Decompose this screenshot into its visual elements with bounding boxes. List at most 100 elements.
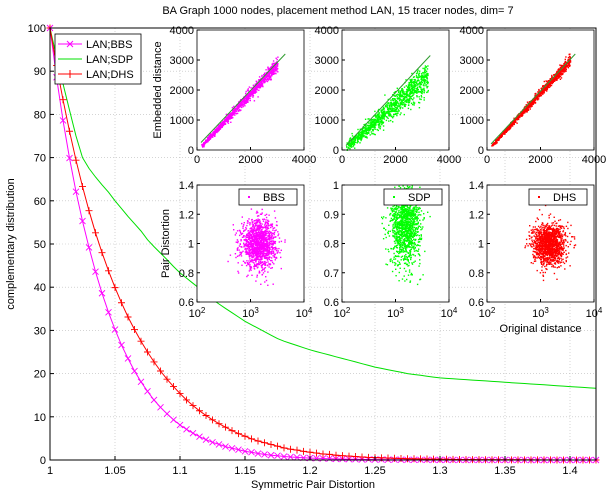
scatter-point	[268, 252, 271, 254]
scatter-point	[399, 93, 401, 95]
scatter-point	[408, 87, 410, 89]
scatter-point	[271, 235, 273, 237]
scatter-point	[263, 246, 265, 249]
scatter-point	[203, 141, 205, 144]
scatter-point	[275, 224, 278, 226]
scatter-point	[250, 95, 252, 97]
y-tick-label: 60	[34, 196, 46, 208]
series-point-0	[72, 188, 80, 196]
scatter-point	[261, 258, 263, 260]
scatter-point	[387, 107, 389, 109]
scatter-point	[421, 75, 423, 77]
scatter-point	[398, 104, 400, 106]
scatter-point	[263, 224, 266, 226]
y-tick-label: 0	[188, 145, 194, 157]
scatter-point	[254, 241, 257, 243]
scatter-point	[254, 238, 257, 240]
scatter-point	[276, 61, 278, 63]
scatter-point	[243, 224, 245, 226]
scatter-point	[235, 241, 237, 243]
scatter-point	[255, 244, 257, 246]
series-point-2	[176, 389, 184, 397]
trend-line	[490, 53, 576, 145]
scatter-point	[378, 108, 380, 111]
scatter-point	[370, 124, 372, 126]
scatter-point	[239, 230, 241, 232]
scatter-point	[366, 133, 368, 135]
scatter-point	[269, 240, 272, 242]
scatter-point	[417, 84, 419, 86]
series-point-2	[170, 383, 177, 391]
scatter-point	[556, 78, 558, 80]
scatter-point	[359, 136, 361, 139]
scatter-point	[243, 230, 245, 232]
scatter-point	[526, 101, 529, 103]
y-tick-label: 1000	[170, 115, 194, 127]
scatter-point	[251, 221, 254, 223]
scatter-point	[257, 250, 259, 253]
scatter-point	[267, 67, 269, 69]
scatter-point	[377, 115, 380, 117]
scatter-point	[267, 219, 269, 221]
scatter-point	[262, 261, 264, 264]
scatter-point	[260, 262, 262, 265]
scatter-point	[395, 103, 397, 105]
scatter-point	[248, 242, 251, 245]
scatter-point	[385, 105, 387, 107]
scatter-point	[355, 135, 357, 137]
scatter-point	[248, 260, 250, 262]
scatter-point	[382, 106, 385, 109]
scatter-point	[399, 108, 401, 110]
scatter-point	[527, 107, 529, 109]
scatter-point	[564, 60, 566, 63]
scatter-point	[263, 249, 265, 252]
scatter-point	[499, 136, 501, 138]
scatter-point	[275, 68, 277, 70]
scatter-point	[248, 218, 250, 220]
scatter-point	[250, 243, 252, 245]
scatter-point	[569, 59, 571, 62]
scatter-point	[250, 248, 252, 251]
scatter-point	[362, 127, 364, 129]
scatter-point	[416, 76, 418, 78]
scatter-point	[230, 116, 232, 118]
scatter-point	[253, 259, 255, 261]
scatter-point	[537, 91, 539, 93]
scatter-point	[419, 98, 421, 100]
scatter-point	[275, 247, 277, 249]
scatter-point	[425, 74, 427, 76]
series-point-2	[131, 326, 138, 334]
series-point-2	[456, 455, 463, 463]
scatter-point	[424, 71, 426, 73]
scatter-point	[272, 283, 274, 285]
scatter-point	[270, 257, 273, 259]
scatter-point	[501, 135, 503, 137]
scatter-point	[404, 103, 406, 105]
scatter-point	[420, 77, 423, 79]
scatter-point	[246, 244, 248, 247]
scatter-point	[265, 72, 268, 74]
scatter-point	[259, 227, 261, 230]
scatter-point	[377, 116, 380, 118]
scatter-point	[257, 251, 260, 254]
scatter-point	[271, 241, 273, 243]
series-point-2	[124, 313, 132, 321]
scatter-point	[427, 82, 429, 85]
scatter-point	[259, 236, 262, 238]
scatter-point	[261, 250, 263, 252]
scatter-point	[418, 75, 420, 77]
scatter-point	[234, 109, 237, 111]
scatter-point	[265, 226, 268, 228]
scatter-point	[266, 257, 268, 259]
scatter-point	[261, 261, 263, 264]
scatter-point	[253, 229, 256, 231]
scatter-point	[549, 84, 552, 86]
scatter-point	[396, 101, 399, 103]
scatter-point	[427, 73, 429, 75]
scatter-point	[411, 262, 413, 264]
scatter-point	[408, 95, 410, 98]
scatter-point	[379, 117, 382, 119]
scatter-point	[376, 117, 379, 119]
scatter-point	[392, 108, 394, 110]
